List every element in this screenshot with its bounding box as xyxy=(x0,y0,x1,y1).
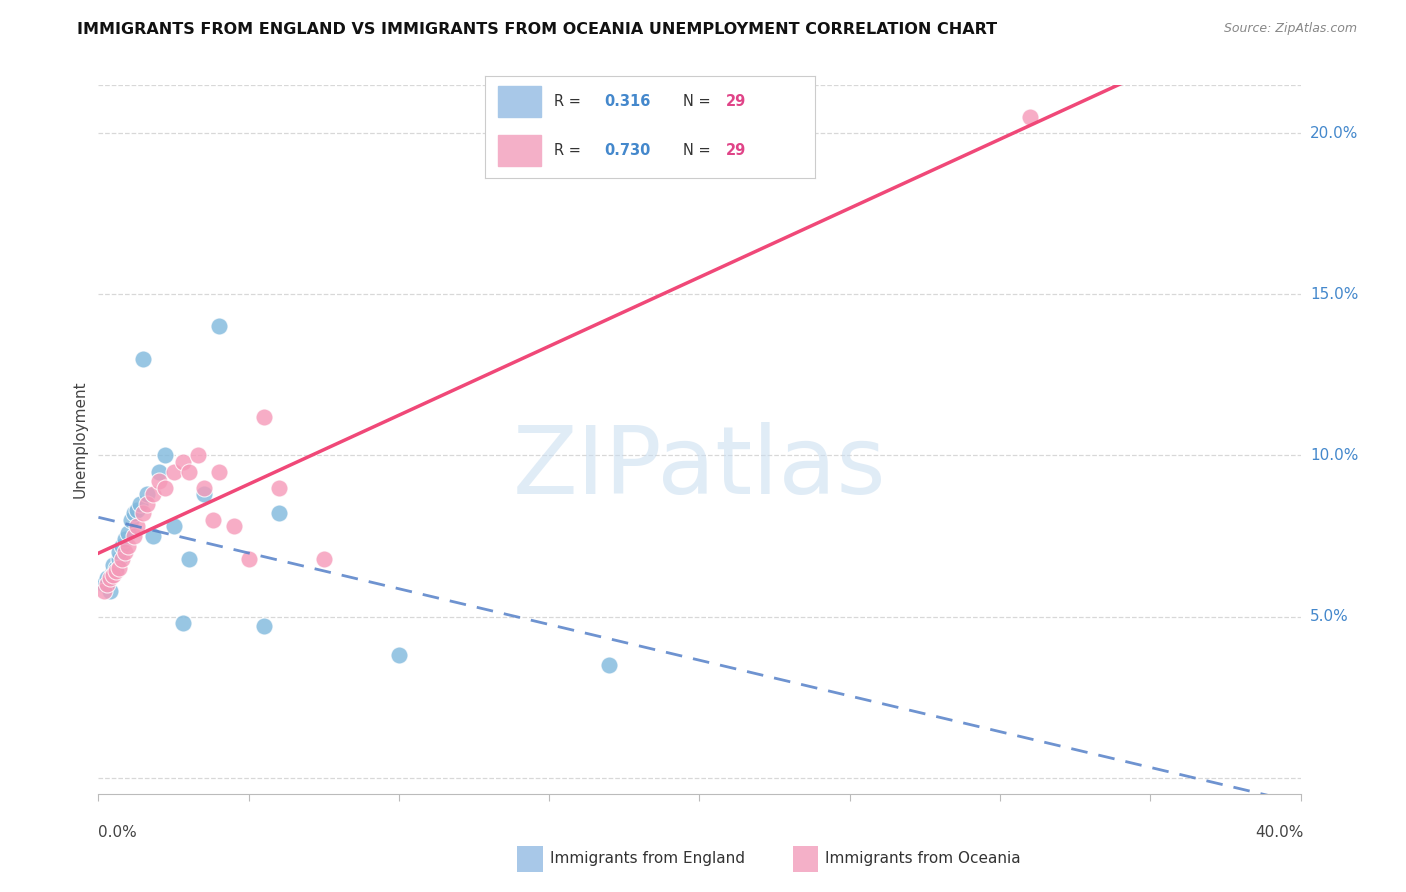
Point xyxy=(267,481,290,495)
Point xyxy=(103,567,125,582)
Text: N =: N = xyxy=(683,144,716,158)
Text: 0.730: 0.730 xyxy=(605,144,651,158)
Point xyxy=(108,561,131,575)
Point xyxy=(141,487,163,501)
Point xyxy=(124,507,146,521)
Point xyxy=(96,571,118,585)
Text: ZIPatlas: ZIPatlas xyxy=(513,422,886,514)
Text: Source: ZipAtlas.com: Source: ZipAtlas.com xyxy=(1223,22,1357,36)
Point xyxy=(598,657,620,672)
Point xyxy=(193,481,215,495)
Text: 5.0%: 5.0% xyxy=(1310,609,1348,624)
Point xyxy=(141,529,163,543)
Point xyxy=(135,497,157,511)
Point xyxy=(129,497,152,511)
Point xyxy=(127,519,149,533)
Text: IMMIGRANTS FROM ENGLAND VS IMMIGRANTS FROM OCEANIA UNEMPLOYMENT CORRELATION CHAR: IMMIGRANTS FROM ENGLAND VS IMMIGRANTS FR… xyxy=(77,22,997,37)
Point xyxy=(172,615,194,630)
Point xyxy=(148,465,170,479)
Point xyxy=(117,539,139,553)
Point xyxy=(108,545,131,559)
Point xyxy=(114,533,136,547)
Point xyxy=(96,577,118,591)
Text: 40.0%: 40.0% xyxy=(1256,825,1303,840)
Point xyxy=(1019,110,1042,124)
Point xyxy=(135,487,157,501)
Text: 0.316: 0.316 xyxy=(605,94,651,109)
Point xyxy=(132,351,155,366)
Text: 29: 29 xyxy=(727,144,747,158)
Text: Immigrants from Oceania: Immigrants from Oceania xyxy=(825,852,1021,866)
Point xyxy=(93,577,115,591)
Point xyxy=(100,583,122,598)
Point xyxy=(172,455,194,469)
Point xyxy=(148,474,170,488)
Point xyxy=(100,571,122,585)
Text: 20.0%: 20.0% xyxy=(1310,126,1358,141)
Point xyxy=(201,513,224,527)
Text: Immigrants from England: Immigrants from England xyxy=(550,852,745,866)
Point xyxy=(93,583,115,598)
Point xyxy=(153,481,176,495)
Point xyxy=(105,565,128,579)
Point xyxy=(187,449,209,463)
Point xyxy=(208,319,231,334)
Point xyxy=(253,619,276,633)
Point xyxy=(162,519,184,533)
Point xyxy=(108,551,131,566)
Point xyxy=(117,525,139,540)
Point xyxy=(111,551,134,566)
Point xyxy=(127,503,149,517)
Point xyxy=(267,507,290,521)
Text: R =: R = xyxy=(554,144,586,158)
Text: 0.0%: 0.0% xyxy=(98,825,138,840)
Point xyxy=(124,529,146,543)
Point xyxy=(177,465,200,479)
Point xyxy=(177,551,200,566)
Point xyxy=(111,539,134,553)
Point xyxy=(193,487,215,501)
Text: R =: R = xyxy=(554,94,586,109)
Text: 29: 29 xyxy=(727,94,747,109)
Point xyxy=(103,558,125,572)
Point xyxy=(153,449,176,463)
Point xyxy=(114,545,136,559)
Point xyxy=(312,551,335,566)
FancyBboxPatch shape xyxy=(498,136,541,166)
Point xyxy=(238,551,260,566)
Text: 15.0%: 15.0% xyxy=(1310,286,1358,301)
Point xyxy=(105,561,128,575)
Y-axis label: Unemployment: Unemployment xyxy=(72,381,87,498)
Point xyxy=(162,465,184,479)
Text: N =: N = xyxy=(683,94,716,109)
Point xyxy=(121,513,143,527)
Text: 10.0%: 10.0% xyxy=(1310,448,1358,463)
Point xyxy=(132,507,155,521)
Point xyxy=(253,409,276,424)
FancyBboxPatch shape xyxy=(498,87,541,117)
Point xyxy=(222,519,245,533)
Point xyxy=(388,648,411,663)
Point xyxy=(208,465,231,479)
Point xyxy=(103,565,125,579)
